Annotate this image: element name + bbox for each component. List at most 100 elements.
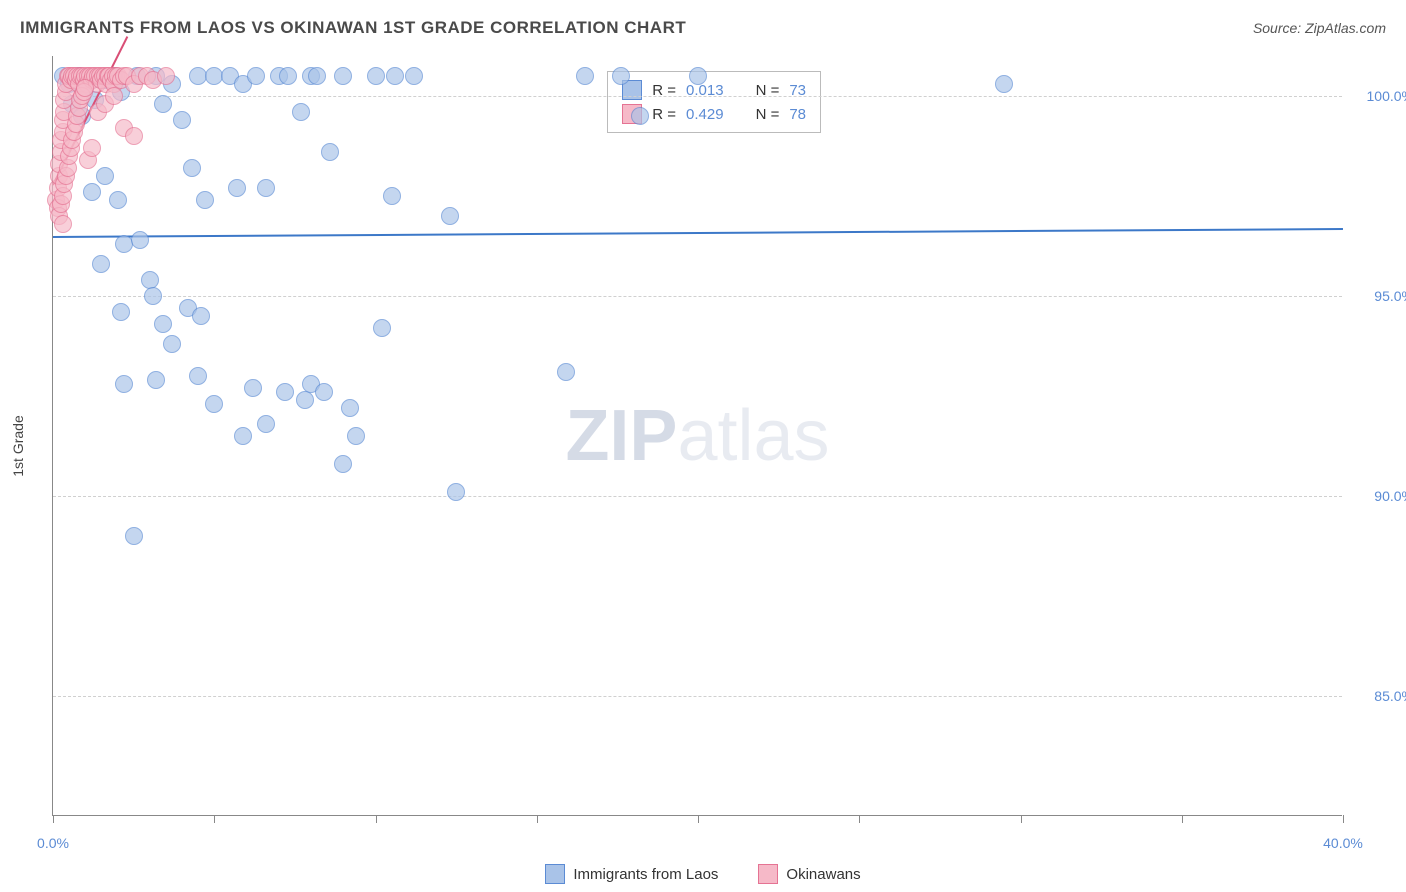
scatter-point	[373, 319, 391, 337]
scatter-point	[75, 83, 93, 101]
scatter-point	[52, 131, 70, 149]
scatter-point	[79, 151, 97, 169]
scatter-point	[367, 67, 385, 85]
scatter-point	[50, 207, 68, 225]
scatter-point	[189, 367, 207, 385]
scatter-point	[70, 99, 88, 117]
scatter-point	[131, 231, 149, 249]
scatter-point	[557, 363, 575, 381]
scatter-point	[92, 255, 110, 273]
scatter-point	[60, 75, 78, 93]
xtick	[1021, 815, 1022, 823]
scatter-point	[54, 67, 72, 85]
scatter-point	[386, 67, 404, 85]
scatter-point	[118, 67, 136, 85]
watermark: ZIPatlas	[565, 395, 829, 477]
xtick	[859, 815, 860, 823]
y-axis-label: 1st Grade	[10, 415, 26, 476]
scatter-point	[154, 95, 172, 113]
correlation-legend: R = 0.013N = 73R = 0.429N = 78	[607, 71, 821, 133]
scatter-point	[112, 303, 130, 321]
scatter-point	[70, 75, 88, 93]
scatter-point	[270, 67, 288, 85]
bottom-legend: Immigrants from Laos Okinawans	[0, 864, 1406, 884]
scatter-point	[55, 91, 73, 109]
scatter-point	[576, 67, 594, 85]
scatter-point	[302, 67, 320, 85]
scatter-point	[189, 67, 207, 85]
scatter-point	[234, 75, 252, 93]
scatter-point	[125, 527, 143, 545]
scatter-point	[144, 71, 162, 89]
scatter-point	[96, 167, 114, 185]
scatter-point	[78, 75, 96, 93]
scatter-point	[81, 67, 99, 85]
scatter-point	[995, 75, 1013, 93]
legend-row: R = 0.429N = 78	[622, 102, 806, 126]
scatter-point	[73, 67, 91, 85]
scatter-point	[205, 67, 223, 85]
scatter-point	[54, 215, 72, 233]
source-attribution: Source: ZipAtlas.com	[1253, 20, 1386, 36]
scatter-point	[405, 67, 423, 85]
scatter-point	[71, 67, 89, 85]
scatter-point	[205, 395, 223, 413]
scatter-point	[49, 199, 67, 217]
scatter-point	[257, 415, 275, 433]
scatter-point	[334, 455, 352, 473]
scatter-point	[83, 139, 101, 157]
scatter-point	[86, 67, 104, 85]
bottom-legend-label: Okinawans	[786, 866, 860, 883]
legend-r-value: 0.429	[686, 106, 724, 123]
scatter-point	[147, 67, 165, 85]
scatter-point	[54, 123, 72, 141]
scatter-point	[55, 175, 73, 193]
scatter-point	[70, 67, 88, 85]
scatter-point	[321, 143, 339, 161]
scatter-point	[302, 375, 320, 393]
gridline-h	[53, 696, 1342, 697]
scatter-point	[71, 91, 89, 109]
legend-n-label: N =	[756, 106, 780, 123]
xtick	[214, 815, 215, 823]
xtick	[537, 815, 538, 823]
scatter-point	[125, 127, 143, 145]
scatter-point	[228, 179, 246, 197]
scatter-point	[221, 67, 239, 85]
legend-swatch	[622, 80, 642, 100]
scatter-point	[125, 75, 143, 93]
legend-n-value: 78	[789, 106, 806, 123]
scatter-point	[115, 67, 133, 85]
scatter-point	[63, 95, 81, 113]
scatter-point	[83, 71, 101, 89]
scatter-point	[105, 75, 123, 93]
scatter-point	[67, 71, 85, 89]
scatter-point	[57, 75, 75, 93]
scatter-point	[347, 427, 365, 445]
scatter-point	[147, 371, 165, 389]
scatter-point	[49, 179, 67, 197]
scatter-point	[76, 79, 94, 97]
xtick	[376, 815, 377, 823]
scatter-point	[115, 375, 133, 393]
scatter-point	[441, 207, 459, 225]
scatter-point	[296, 391, 314, 409]
legend-swatch	[758, 864, 778, 884]
scatter-point	[157, 67, 175, 85]
gridline-h	[53, 96, 1342, 97]
scatter-point	[115, 119, 133, 137]
scatter-point	[59, 67, 77, 85]
gridline-h	[53, 296, 1342, 297]
scatter-point	[244, 379, 262, 397]
scatter-point	[183, 159, 201, 177]
regression-line	[52, 37, 128, 186]
scatter-point	[163, 335, 181, 353]
scatter-point	[192, 307, 210, 325]
scatter-point	[128, 67, 146, 85]
scatter-point	[55, 103, 73, 121]
bottom-legend-label: Immigrants from Laos	[573, 866, 718, 883]
scatter-point	[383, 187, 401, 205]
xtick-label: 40.0%	[1323, 835, 1363, 851]
xtick	[1182, 815, 1183, 823]
scatter-point	[131, 67, 149, 85]
